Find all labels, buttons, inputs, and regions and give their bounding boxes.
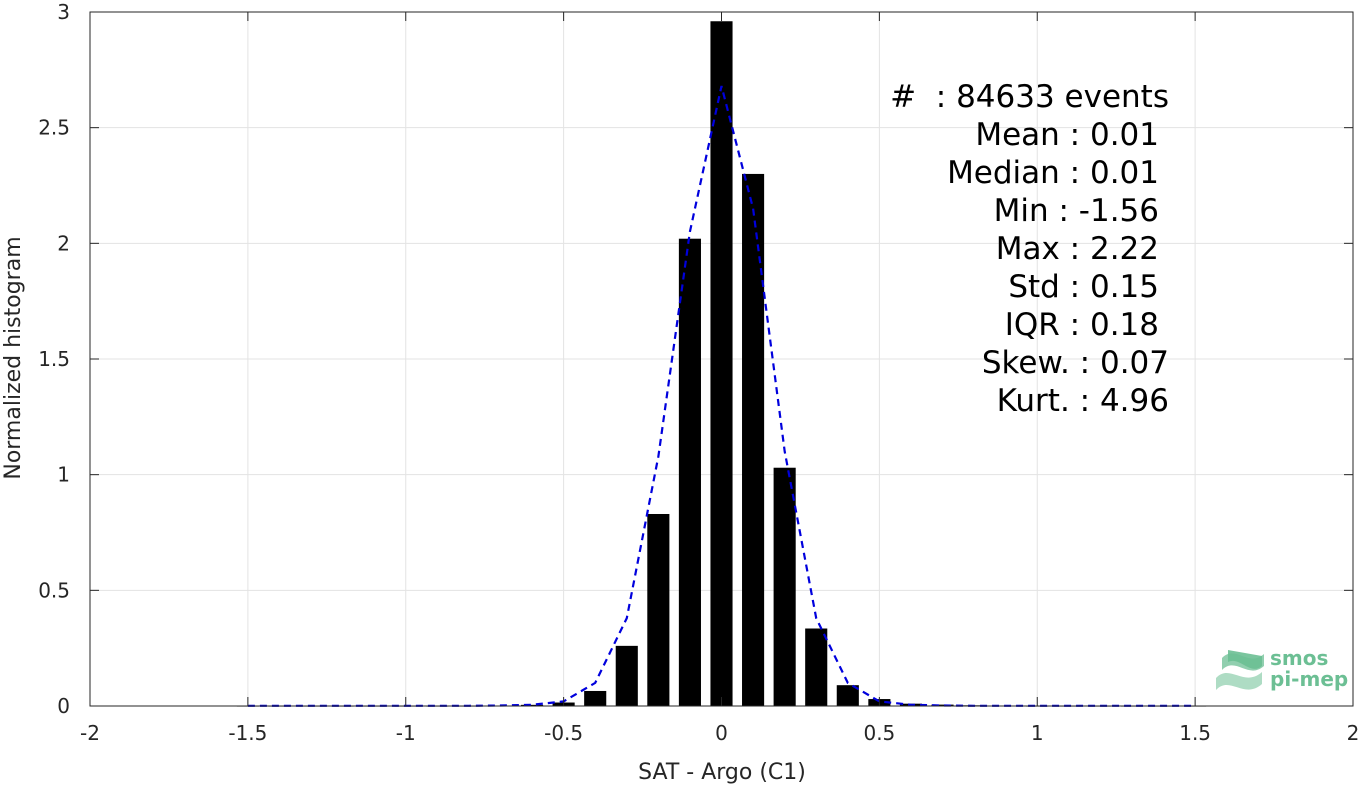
histogram-bar xyxy=(520,704,544,706)
smos-pimep-logo: smos pi-mep xyxy=(1216,646,1348,691)
x-tick-label: 2 xyxy=(1347,721,1360,745)
stat-events: # : 84633 events xyxy=(890,79,1169,115)
tick-labels: -2 -1.5 -1 -0.5 0 0.5 1 1.5 2 0 0.5 1 1.5 2 2.5 3 xyxy=(38,0,1359,745)
stat-min: Min : -1.56 xyxy=(994,193,1159,229)
x-axis-label: SAT - Argo (C1) xyxy=(638,760,806,785)
y-tick-label: 0 xyxy=(57,694,70,718)
histogram-bar xyxy=(836,685,859,706)
x-tick-label: -0.5 xyxy=(544,721,583,745)
y-tick-label: 1.5 xyxy=(38,347,70,371)
histogram-bar xyxy=(773,467,796,706)
stat-std: Std : 0.15 xyxy=(1008,269,1159,305)
x-tick-label: -2 xyxy=(80,721,100,745)
y-axis-label: Normalized histogram xyxy=(1,236,26,479)
y-tick-label: 2 xyxy=(57,231,70,255)
histogram-bar xyxy=(615,645,638,706)
logo-wave-icon xyxy=(1216,650,1264,690)
x-tick-label: -1 xyxy=(396,721,416,745)
x-tick-label: 1.5 xyxy=(1179,721,1211,745)
stat-skew: Skew. : 0.07 xyxy=(982,345,1169,381)
x-tick-label: 1 xyxy=(1031,721,1044,745)
y-tick-label: 3 xyxy=(57,0,70,24)
x-tick-label: 0 xyxy=(715,721,728,745)
histogram-bar xyxy=(584,690,607,706)
y-tick-label: 1 xyxy=(57,463,70,487)
stat-kurt: Kurt. : 4.96 xyxy=(997,383,1169,419)
y-tick-label: 0.5 xyxy=(38,578,70,602)
stats-annotation-box: # : 84633 events Mean : 0.01 Median : 0.… xyxy=(890,79,1169,419)
axes xyxy=(89,11,1354,707)
logo-text-smos: smos xyxy=(1270,646,1328,670)
histogram-bar xyxy=(678,238,701,706)
histogram-bar xyxy=(647,513,670,706)
stat-max: Max : 2.22 xyxy=(996,231,1159,267)
histogram-bar xyxy=(710,21,733,706)
x-tick-label: -1.5 xyxy=(228,721,267,745)
histogram-bar xyxy=(931,704,954,706)
y-tick-label: 2.5 xyxy=(38,116,70,140)
x-tick-label: 0.5 xyxy=(863,721,895,745)
stat-median: Median : 0.01 xyxy=(947,155,1159,191)
stat-mean: Mean : 0.01 xyxy=(975,117,1159,153)
logo-text-pimep: pi-mep xyxy=(1270,667,1348,691)
stat-iqr: IQR : 0.18 xyxy=(1005,307,1159,343)
histogram-bars xyxy=(236,21,1207,707)
histogram-bar xyxy=(742,173,765,706)
histogram-bar xyxy=(805,628,828,706)
